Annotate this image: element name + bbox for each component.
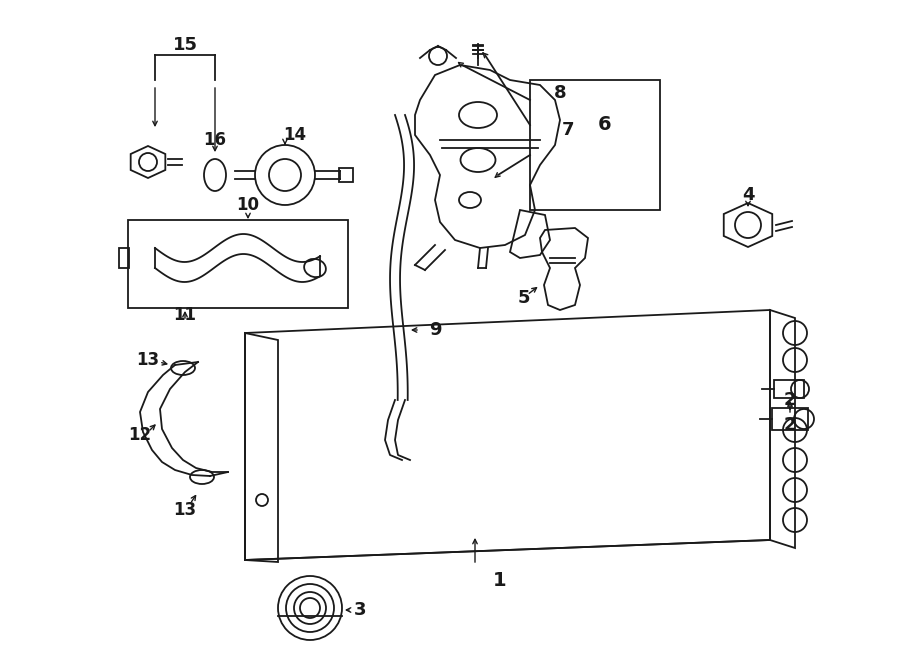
Text: 9: 9 (428, 321, 441, 339)
Text: 16: 16 (203, 131, 227, 149)
Text: 2: 2 (784, 416, 796, 434)
Bar (774, 380, 804, 398)
Text: 3: 3 (354, 601, 366, 619)
Text: 14: 14 (284, 126, 307, 144)
Bar (128, 220, 348, 308)
Text: 1: 1 (493, 570, 507, 590)
Text: 6: 6 (598, 116, 612, 134)
Bar (772, 408, 808, 430)
Text: 7: 7 (562, 121, 574, 139)
Text: 8: 8 (554, 84, 566, 102)
Text: 4: 4 (742, 186, 754, 204)
Text: 5: 5 (518, 289, 530, 307)
Text: 11: 11 (174, 306, 196, 324)
Bar (339, 168, 353, 182)
Text: 13: 13 (137, 351, 159, 369)
Text: 15: 15 (173, 36, 197, 54)
Text: 12: 12 (129, 426, 151, 444)
Text: 13: 13 (174, 501, 196, 519)
Bar (119, 248, 129, 268)
Text: 10: 10 (237, 196, 259, 214)
Text: 2: 2 (784, 391, 796, 409)
Bar (530, 80, 660, 210)
